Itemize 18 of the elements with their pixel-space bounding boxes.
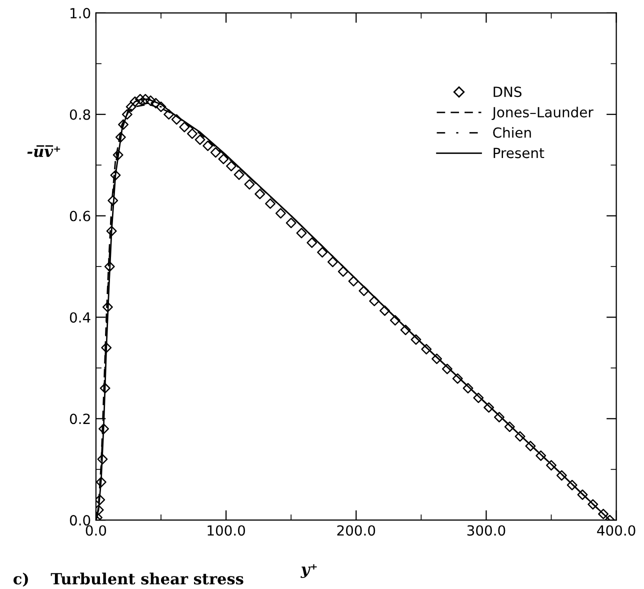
y-tick-label: 0.0 bbox=[70, 515, 90, 526]
legend-label: DNS bbox=[494, 86, 522, 98]
x-tick-label: 0.0 bbox=[86, 525, 106, 536]
legend-label: Chien bbox=[493, 127, 531, 138]
y-tick-label: 0.8 bbox=[70, 109, 90, 120]
y-axis-title: -u̅v̅⁺ bbox=[27, 145, 60, 158]
x-tick-label: 400.0 bbox=[597, 525, 636, 536]
x-tick-label: 200.0 bbox=[337, 525, 376, 536]
y-tick-label: 0.6 bbox=[70, 210, 90, 222]
legend-label: Jones–Launder bbox=[492, 106, 594, 120]
y-tick-label: 0.4 bbox=[70, 312, 90, 323]
x-tick-label: 300.0 bbox=[467, 525, 506, 536]
y-tick-label: 1.0 bbox=[70, 8, 90, 18]
legend-label: Present bbox=[494, 148, 544, 158]
text: c) Turbulent shear stress bbox=[14, 572, 244, 587]
x-tick-label: 100.0 bbox=[208, 525, 245, 536]
x-axis-title: y⁺ bbox=[300, 564, 317, 578]
y-tick-label: 0.2 bbox=[70, 414, 90, 424]
